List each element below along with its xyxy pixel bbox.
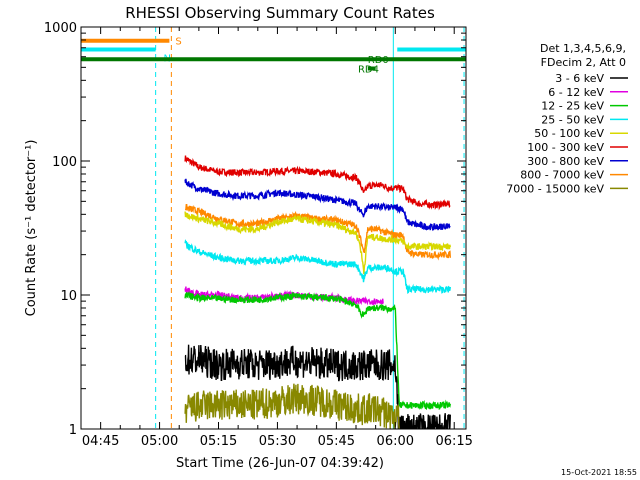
series-line [184, 286, 384, 306]
legend-entry-label: 50 - 100 keV [534, 127, 604, 140]
y-tick-label: 100 [52, 155, 77, 170]
plot-frame [80, 26, 467, 430]
state-bar-label: RD4 [358, 65, 379, 76]
vertical-markers [155, 27, 465, 429]
series-line [184, 155, 451, 211]
legend-entry-label: 800 - 7000 keV [520, 169, 604, 182]
x-tick-label: 05:00 [141, 434, 178, 449]
y-axis: 1 10 100 1000 [44, 21, 466, 438]
series-line [184, 239, 451, 295]
legend-entry-label: 7000 - 15000 keV [506, 182, 604, 195]
x-axis: 04:45 05:00 05:15 05:30 05:45 06:00 06:15 [80, 27, 473, 449]
state-bar-label: RD0 [368, 55, 389, 66]
legend-entry-label: 25 - 50 keV [541, 113, 604, 126]
x-tick-label: 05:15 [200, 434, 237, 449]
legend-entry-label: 100 - 300 keV [527, 141, 604, 154]
x-tick-label: 06:15 [435, 434, 472, 449]
chart-title: RHESSI Observing Summary Count Rates [125, 4, 435, 22]
series-layer [184, 155, 451, 429]
series-line [184, 211, 451, 275]
x-tick-label: 04:45 [82, 434, 119, 449]
legend-header: FDecim 2, Att 0 [541, 56, 626, 69]
legend-entry-label: 12 - 25 keV [541, 100, 604, 113]
y-tick-label: 1000 [44, 21, 77, 36]
series-line [184, 383, 400, 429]
y-tick-label: 10 [60, 289, 77, 304]
series-line [184, 344, 451, 429]
series-line [184, 178, 451, 232]
y-tick-label: 1 [69, 423, 77, 438]
x-tick-label: 05:45 [318, 434, 355, 449]
legend-header: Det 1,3,4,5,6,9, [540, 42, 626, 55]
x-tick-label: 06:00 [377, 434, 414, 449]
y-axis-label: Count Rate (s⁻¹ detector⁻¹) [24, 140, 39, 317]
legend-entry-label: 6 - 12 keV [548, 86, 604, 99]
footer-timestamp: 15-Oct-2021 18:55 [561, 468, 637, 477]
legend-entry-label: 300 - 800 keV [527, 155, 604, 168]
series-line [184, 290, 451, 411]
legend: Det 1,3,4,5,6,9,FDecim 2, Att 0 3 - 6 keV… [506, 42, 628, 195]
x-axis-label: Start Time (26-Jun-07 04:39:42) [176, 456, 384, 471]
legend-entry-label: 3 - 6 keV [555, 72, 604, 85]
state-bar-label: S [175, 37, 181, 48]
series-line [184, 204, 451, 261]
x-tick-label: 05:30 [259, 434, 296, 449]
state-bars: SNNRD0RD4 [81, 37, 466, 76]
